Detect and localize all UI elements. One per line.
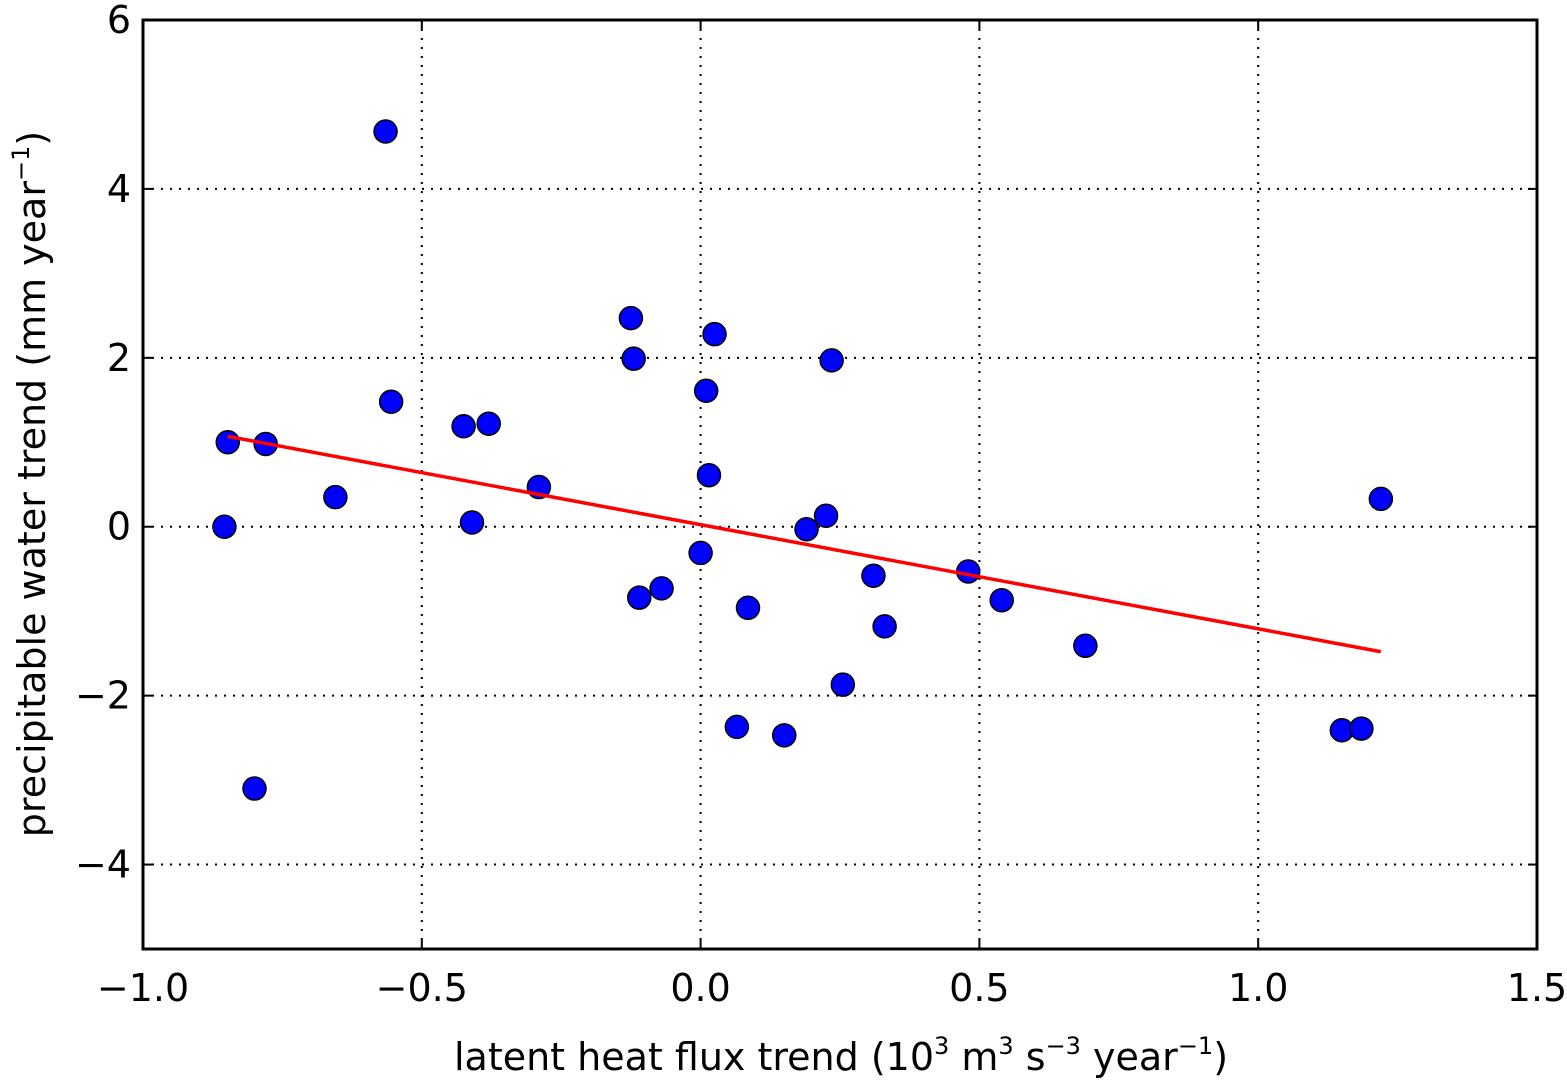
scatter-point	[451, 413, 476, 439]
scatter-point	[861, 563, 886, 588]
scatter-point	[476, 411, 501, 436]
scatter-point	[323, 484, 348, 510]
ticks	[142, 19, 1538, 949]
scatter-point	[212, 514, 237, 539]
x-tick-label: 0.5	[949, 966, 1009, 1010]
scatter-point	[373, 119, 398, 144]
scatter-point	[621, 346, 646, 371]
x-tick-label: −0.5	[376, 966, 468, 1010]
plot-frame	[141, 18, 1539, 951]
scatter-point	[735, 595, 761, 621]
scatter-point	[693, 378, 719, 404]
fit-line-layer	[227, 434, 1382, 654]
scatter-point	[649, 576, 674, 601]
scatter-point	[830, 672, 856, 697]
y-tick-label: 4	[107, 167, 131, 211]
scatter-point	[702, 321, 727, 347]
x-tick-label: 0.0	[670, 966, 730, 1010]
x-tick-label: 1.0	[1228, 966, 1288, 1010]
y-tick-labels: −4 −2 0 2 4 6	[75, 0, 131, 887]
y-tick-label: −4	[75, 843, 131, 887]
scatter-point	[378, 389, 404, 414]
y-tick-label: 6	[107, 0, 131, 42]
scatter-point	[872, 614, 897, 639]
scatter-point	[724, 714, 750, 740]
scatter-point	[459, 510, 485, 535]
scatter-point	[771, 723, 797, 748]
x-axis-title: latent heat flux trend (103 m3 s−3 year−…	[454, 1032, 1228, 1079]
y-axis-title: precipitable water trend (mm year−1)	[7, 131, 54, 837]
scatter-point	[696, 462, 722, 488]
y-tick-label: −2	[75, 674, 131, 718]
scatter-points	[212, 119, 1394, 801]
grid	[143, 20, 1537, 949]
scatter-point	[618, 305, 644, 331]
scatter-point	[989, 587, 1014, 613]
y-tick-label: 2	[107, 336, 131, 380]
scatter-point	[813, 503, 839, 528]
x-tick-label: 1.5	[1507, 966, 1567, 1010]
scatter-point	[819, 348, 844, 373]
y-tick-label: 0	[107, 505, 131, 549]
scatter-point	[1368, 486, 1394, 512]
scatter-point	[1349, 716, 1374, 741]
scatter-point	[794, 517, 819, 542]
scatter-point	[215, 430, 241, 455]
x-tick-label: −1.0	[97, 966, 189, 1010]
scatter-point	[627, 585, 652, 610]
scatter-point	[688, 540, 713, 566]
x-tick-labels: −1.0 −0.5 0.0 0.5 1.0 1.5	[97, 966, 1567, 1010]
scatter-point	[242, 776, 267, 801]
regression-line	[227, 434, 1382, 654]
scatter-point	[1073, 633, 1098, 659]
